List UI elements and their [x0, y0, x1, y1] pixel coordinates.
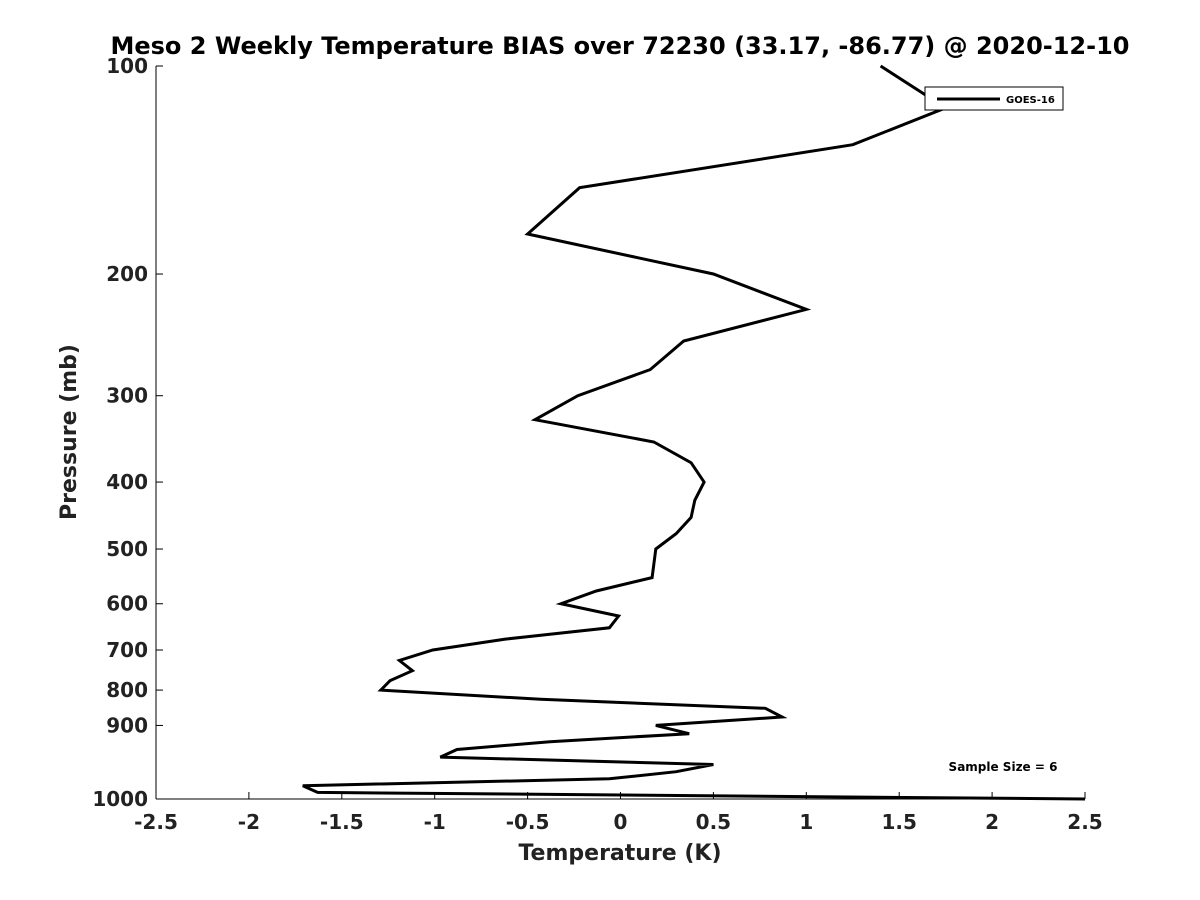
y-ticks: 100 200 300 400 500 600 700 800 900 1000 [92, 54, 163, 811]
x-tick-label: 1 [799, 810, 813, 834]
y-tick-label: 400 [106, 470, 148, 494]
y-tick-label: 1000 [92, 787, 148, 811]
x-tick-label: 1.5 [881, 810, 916, 834]
y-tick-label: 700 [106, 638, 148, 662]
x-ticks: -2.5 -2 -1.5 -1 -0.5 0 0.5 1 1.5 2 2.5 [134, 792, 1103, 834]
series-layer [302, 64, 1086, 801]
sample-size-annotation: Sample Size = 6 [949, 760, 1058, 774]
y-tick-label: 100 [106, 54, 148, 78]
y-tick-label: 900 [106, 713, 148, 737]
x-tick-label: 2.5 [1067, 810, 1102, 834]
y-tick-label: 800 [106, 678, 148, 702]
x-tick-label: -2 [238, 810, 260, 834]
x-tick-label: 2 [985, 810, 999, 834]
legend-label-goes16: GOES-16 [1006, 95, 1055, 106]
series-line-goes-16 [302, 64, 1086, 801]
x-tick-label: -1 [424, 810, 446, 834]
y-axis-label: Pressure (mb) [57, 344, 82, 520]
legend: GOES-16 [924, 86, 1064, 111]
x-tick-label: 0.5 [696, 810, 731, 834]
x-tick-label: -1.5 [320, 810, 364, 834]
x-tick-label: -0.5 [506, 810, 550, 834]
y-tick-label: 600 [106, 592, 148, 616]
x-tick-label: -2.5 [134, 810, 178, 834]
y-tick-label: 200 [106, 262, 148, 286]
x-tick-label: 0 [614, 810, 628, 834]
y-tick-label: 300 [106, 384, 148, 408]
y-tick-label: 500 [106, 537, 148, 561]
x-axis-label: Temperature (K) [518, 841, 721, 866]
chart-title: Meso 2 Weekly Temperature BIAS over 7223… [110, 32, 1129, 60]
